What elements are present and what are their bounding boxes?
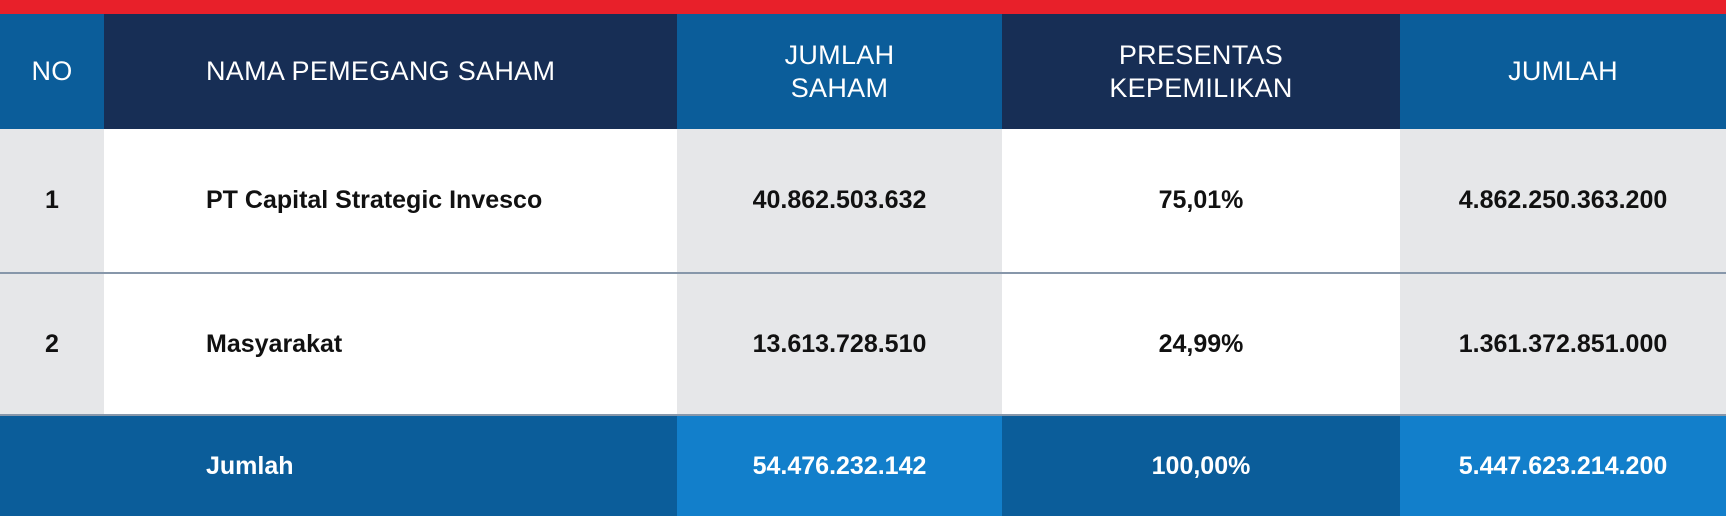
row-divider [0,414,1726,416]
header-ownership-pct: PRESENTAS KEPEMILIKAN [1002,14,1400,129]
header-shareholder-name-label: NAMA PEMEGANG SAHAM [206,56,556,86]
total-no [0,416,104,516]
row-shareholder-name-value: Masyarakat [206,329,343,358]
row-no: 1 [0,129,104,272]
row-no-value: 1 [45,186,59,214]
row-no: 2 [0,274,104,414]
row-shareholder-name: Masyarakat [104,274,677,414]
row-amount: 1.361.372.851.000 [1400,274,1726,414]
row-share-count-value: 40.862.503.632 [752,186,927,214]
total-share-count: 54.476.232.142 [677,416,1002,516]
header-no-label: NO [31,56,73,86]
header-ownership-pct-line2: KEPEMILIKAN [1109,72,1293,103]
row-divider [0,272,1726,274]
row-amount: 4.862.250.363.200 [1400,129,1726,272]
row-share-count-value: 13.613.728.510 [752,329,927,358]
table-total-row: Jumlah 54.476.232.142 100,00% 5.447.623.… [0,416,1726,516]
total-ownership-pct: 100,00% [1002,416,1400,516]
header-shareholder-name: NAMA PEMEGANG SAHAM [104,14,677,129]
table-row: 2 Masyarakat 13.613.728.510 24,99% 1.361… [0,274,1726,414]
row-shareholder-name: PT Capital Strategic Invesco [104,129,677,272]
header-share-count-label: JUMLAH SAHAM [785,39,895,105]
table-header-row: NO NAMA PEMEGANG SAHAM JUMLAH SAHAM PRES… [0,14,1726,129]
row-amount-value: 1.361.372.851.000 [1458,329,1668,358]
row-ownership-pct: 75,01% [1002,129,1400,272]
table-row: 1 PT Capital Strategic Invesco 40.862.50… [0,129,1726,272]
row-share-count: 13.613.728.510 [677,274,1002,414]
header-share-count-line2: SAHAM [790,72,889,103]
row-amount-value: 4.862.250.363.200 [1458,186,1668,214]
total-ownership-pct-value: 100,00% [1151,451,1251,480]
row-ownership-pct-value: 75,01% [1158,186,1244,214]
header-ownership-pct-label: PRESENTAS KEPEMILIKAN [1109,39,1292,105]
row-ownership-pct: 24,99% [1002,274,1400,414]
total-label: Jumlah [104,416,677,516]
row-shareholder-name-value: PT Capital Strategic Invesco [206,186,543,214]
row-ownership-pct-value: 24,99% [1158,329,1244,358]
row-no-value: 2 [45,329,59,358]
header-amount: JUMLAH [1400,14,1726,129]
header-no: NO [0,14,104,129]
total-share-count-value: 54.476.232.142 [752,451,927,480]
header-share-count-line1: JUMLAH [784,39,895,70]
top-accent-bar [0,0,1726,14]
header-ownership-pct-line1: PRESENTAS [1118,39,1284,70]
total-label-value: Jumlah [206,451,294,480]
total-amount-value: 5.447.623.214.200 [1458,451,1668,480]
header-amount-label: JUMLAH [1508,56,1618,86]
row-share-count: 40.862.503.632 [677,129,1002,272]
total-amount: 5.447.623.214.200 [1400,416,1726,516]
header-share-count: JUMLAH SAHAM [677,14,1002,129]
